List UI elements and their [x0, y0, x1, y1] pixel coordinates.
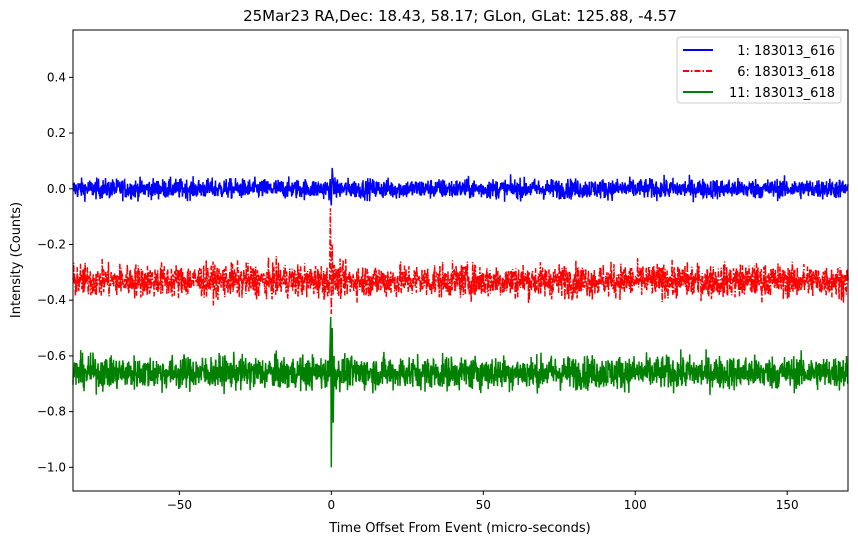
y-tick-label: 0.2: [47, 126, 66, 140]
legend-box: [676, 36, 842, 104]
x-tick-label: 150: [776, 498, 799, 512]
x-axis: −50 0 50 100 150: [167, 491, 799, 512]
series-line-1: [72, 167, 849, 206]
series-line-2: [72, 208, 849, 315]
x-tick-label: 0: [328, 498, 336, 512]
plot-area: [72, 167, 849, 468]
legend-label: 1: 183013_616: [737, 44, 835, 59]
y-axis: 0.4 0.2 0.0 −0.2 −0.4 −0.6 −0.8 −1.0: [37, 70, 73, 474]
legend-label: 11: 183013_618: [729, 86, 835, 101]
x-tick-label: 50: [476, 498, 491, 512]
y-tick-label: −0.8: [37, 405, 66, 419]
y-tick-label: 0.4: [47, 70, 66, 84]
y-tick-label: −0.4: [37, 293, 66, 307]
y-tick-label: −1.0: [37, 460, 66, 474]
x-tick-label: −50: [167, 498, 192, 512]
legend: 1: 183013_616 6: 183013_618 11: 183013_618: [676, 36, 842, 104]
y-tick-label: −0.6: [37, 349, 66, 363]
y-tick-label: 0.0: [47, 182, 66, 196]
chart-title: 25Mar23 RA,Dec: 18.43, 58.17; GLon, GLat…: [243, 7, 677, 25]
y-axis-label: Intensity (Counts): [9, 202, 24, 318]
y-tick-label: −0.2: [37, 237, 66, 251]
axes-frame: [72, 29, 849, 492]
x-axis-label: Time Offset From Event (micro-seconds): [328, 521, 591, 536]
series-line-3: [72, 316, 849, 468]
x-tick-label: 100: [624, 498, 647, 512]
legend-label: 6: 183013_618: [737, 65, 835, 80]
